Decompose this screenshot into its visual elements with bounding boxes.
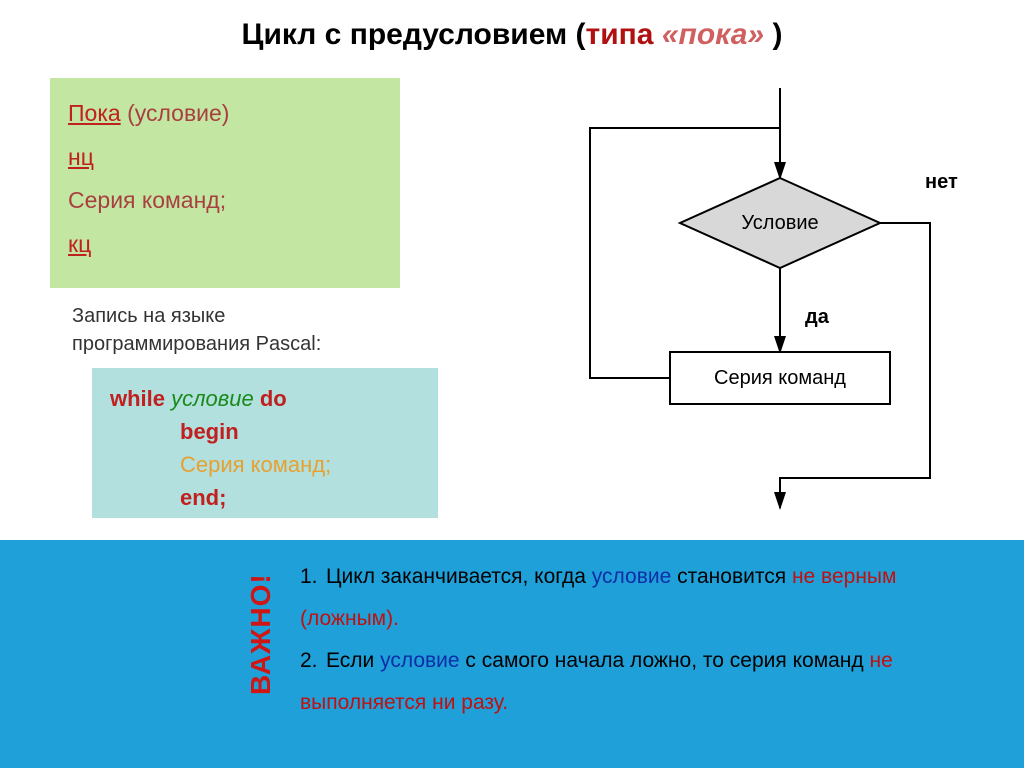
pascal-cond: условие [165,386,260,411]
list-text: становится [671,565,792,588]
caption-line-1: Запись на языке [72,302,321,330]
important-label: ВАЖНО! [245,573,277,695]
pascal-caption: Запись на языке программирования Pascal: [72,302,321,358]
pseudo-line-2: нц [68,136,382,180]
list-text: Цикл заканчивается, когда [326,565,592,588]
title-part4: ) [764,18,782,51]
list-text: Если [326,649,380,672]
pseudo-kw-begin: нц [68,144,94,170]
pseudo-line-1: Пока (условие) [68,92,382,136]
svg-text:Серия команд: Серия команд [714,367,846,389]
pseudo-arg-cond: (условие) [121,100,230,126]
important-list: 1.Цикл заканчивается, когда условие стан… [300,556,984,724]
pascal-body: Серия команд; [180,452,331,477]
pseudocode-box: Пока (условие) нц Серия команд; кц [50,78,400,288]
flowchart: да нет Условие Серия команд [530,78,980,518]
important-item: 2.Если условие с самого начала ложно, то… [300,640,984,724]
page-title: Цикл с предусловием (типа «пока» ) [0,0,1024,64]
pascal-kw-end: end; [180,485,226,510]
list-text: условие [380,649,460,672]
pascal-line-1: while условие do [110,382,420,415]
svg-text:да: да [805,306,830,328]
pascal-kw-do: do [260,386,287,411]
pseudo-line-4: кц [68,223,382,267]
svg-text:Условие: Условие [741,212,818,234]
pseudo-kw-while: Пока [68,100,121,126]
title-part1: Цикл с предусловием ( [242,18,586,51]
list-number: 1. [300,556,326,598]
pseudo-line-3: Серия команд; [68,179,382,223]
pseudo-kw-end: кц [68,231,91,257]
svg-text:нет: нет [925,171,958,193]
title-part3: «пока» [662,18,764,51]
important-item: 1.Цикл заканчивается, когда условие стан… [300,556,984,640]
pascal-box: while условие do begin Серия команд; end… [92,368,438,518]
pascal-kw-while: while [110,386,165,411]
pascal-kw-begin: begin [180,419,239,444]
list-text: условие [592,565,672,588]
caption-line-2: программирования Pascal: [72,330,321,358]
title-part2: типа [586,18,662,51]
list-text: с самого начала ложно, то серия команд [460,649,870,672]
list-number: 2. [300,640,326,682]
